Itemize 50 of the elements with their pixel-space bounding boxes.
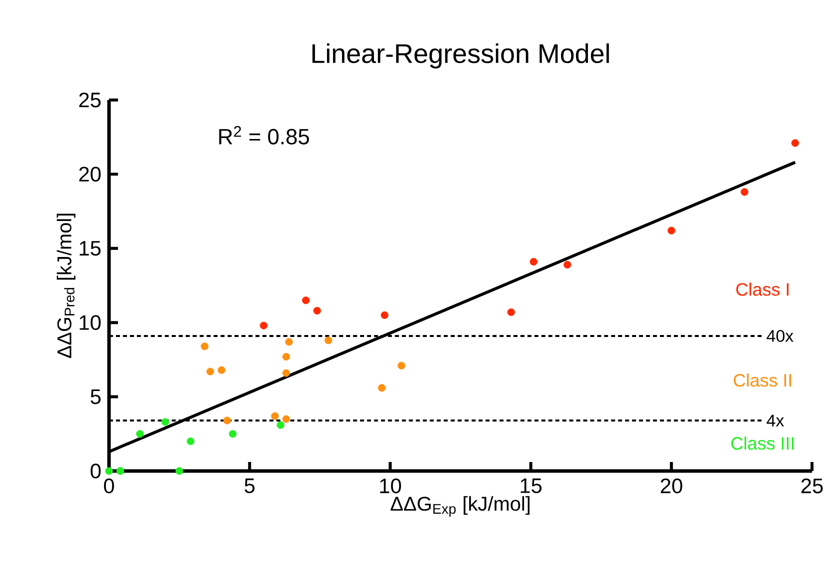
- point: [206, 368, 214, 376]
- y-tick-label: 5: [90, 389, 101, 404]
- annotation: R$^{2}$ = 0.85: [219, 126, 309, 144]
- ref-line-label: 4x: [766, 414, 784, 426]
- point: [507, 308, 515, 316]
- point: [285, 338, 293, 346]
- point: [380, 311, 388, 319]
- point: [398, 362, 406, 370]
- point: [271, 412, 279, 420]
- point: [228, 430, 237, 438]
- point: [136, 430, 144, 438]
- text: Class I: [736, 282, 789, 296]
- x-axis-title: ΔΔG$_{Exp}$ [kJ/mol]: [390, 496, 530, 517]
- point: [302, 296, 310, 304]
- point: [276, 421, 284, 429]
- text: Class III: [731, 436, 794, 450]
- x-tick-label: 15: [520, 478, 542, 494]
- chart-title: Linear-Regression Model: [312, 43, 609, 68]
- point: [260, 322, 268, 330]
- x-tick-label: 0: [104, 478, 114, 494]
- point: [223, 416, 231, 424]
- x-tick-label: 25: [801, 478, 823, 494]
- point: [324, 336, 332, 344]
- x-tick-label: 5: [244, 478, 255, 494]
- y-tick-label: 15: [80, 241, 101, 256]
- ref-line-label: 40x: [766, 330, 794, 342]
- point: [740, 188, 748, 196]
- point: [200, 342, 208, 350]
- point: [791, 139, 799, 147]
- y-tick-label: 25: [79, 92, 101, 108]
- point: [313, 306, 321, 315]
- point: [161, 418, 170, 426]
- y-axis-title: ΔΔG$_{Pred}$ [kJ/mol]: [56, 214, 76, 358]
- point: [218, 366, 226, 374]
- point: [282, 369, 290, 377]
- point: [282, 415, 290, 423]
- point: [378, 384, 386, 392]
- y-tick-label: 20: [79, 166, 101, 182]
- point: [186, 438, 194, 446]
- point: [668, 226, 676, 234]
- point: [176, 467, 184, 475]
- point: [282, 352, 290, 361]
- x-tick-label: 10: [380, 478, 402, 494]
- text: Class II: [734, 374, 792, 387]
- point: [105, 467, 113, 475]
- y-tick-label: 10: [80, 315, 101, 330]
- x-tick-label: 20: [660, 478, 682, 494]
- point: [530, 258, 538, 266]
- y-tick-label: 0: [90, 464, 101, 478]
- point: [564, 260, 572, 269]
